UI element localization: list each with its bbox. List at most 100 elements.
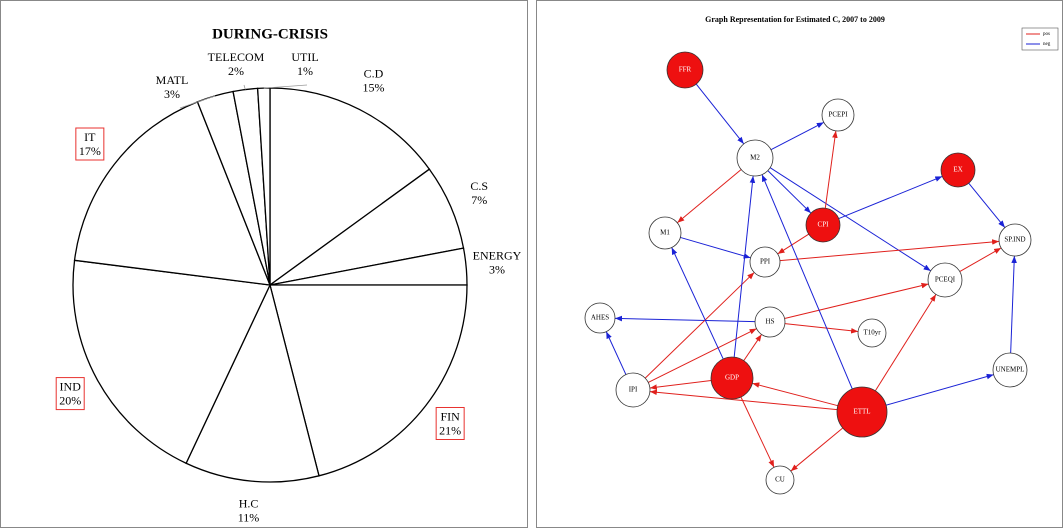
- edge: [824, 130, 838, 209]
- slice-value-label: 17%: [79, 144, 101, 158]
- node-label: CU: [775, 476, 785, 484]
- edge: [605, 331, 627, 375]
- chart-title: DURING-CRISIS: [212, 26, 328, 42]
- edge: [790, 427, 844, 472]
- leader-line: [179, 95, 216, 109]
- edge: [740, 396, 775, 468]
- node: [927, 262, 963, 298]
- edge: [649, 380, 712, 390]
- edge: [648, 328, 757, 383]
- highlight-box: [75, 127, 105, 161]
- node-label: IPI: [629, 386, 638, 394]
- pie-slice: [72, 259, 271, 465]
- edge: [784, 282, 929, 319]
- node-label: UNEMPL: [996, 366, 1025, 374]
- edge: [968, 182, 1006, 228]
- slice-label: FIN: [440, 409, 460, 423]
- edge: [680, 236, 751, 259]
- node-label: CPI: [818, 221, 830, 229]
- node: [584, 302, 616, 334]
- edge: [733, 175, 756, 358]
- edge: [769, 167, 931, 272]
- edge: [649, 389, 838, 411]
- edge: [959, 247, 1002, 272]
- node-label: GDP: [725, 374, 739, 382]
- node-label: PCEQI: [935, 276, 956, 284]
- node-label: T10yr: [863, 329, 881, 337]
- pie-slice: [269, 87, 431, 287]
- slice-value-label: 11%: [238, 511, 260, 525]
- edge: [777, 233, 809, 255]
- edge: [838, 175, 943, 220]
- legend-label: neg: [1043, 42, 1051, 47]
- leader-line: [243, 84, 246, 90]
- node: [648, 216, 682, 250]
- node-label: M2: [750, 154, 760, 162]
- slice-label: ENERGY: [473, 248, 522, 262]
- slice-label: UTIL: [291, 50, 318, 64]
- node-label: M1: [660, 229, 670, 237]
- edge: [743, 334, 762, 361]
- legend-label: pos: [1043, 32, 1050, 37]
- edge: [695, 83, 745, 145]
- pie-slice: [73, 100, 272, 286]
- node: [765, 465, 795, 495]
- edge: [676, 169, 742, 224]
- highlight-box: [55, 377, 85, 411]
- node-label: EX: [953, 166, 962, 174]
- leader-line: [263, 84, 308, 89]
- slice-label: IND: [60, 380, 82, 394]
- node-label: FFR: [679, 66, 692, 74]
- node: [992, 352, 1028, 388]
- node: [836, 386, 888, 438]
- node: [998, 223, 1032, 257]
- node: [710, 356, 754, 400]
- slice-label: H.C: [239, 497, 259, 511]
- graph-title: Graph Representation for Estimated C, 20…: [705, 15, 885, 24]
- slice-value-label: 3%: [164, 87, 180, 101]
- slice-value-label: 20%: [59, 394, 81, 408]
- edge: [874, 294, 937, 392]
- edge: [779, 239, 1000, 262]
- pie-slice: [185, 283, 320, 483]
- edge: [885, 373, 994, 406]
- node: [940, 152, 976, 188]
- node-label: PCEPI: [828, 111, 848, 119]
- slice-label: C.S: [470, 179, 488, 193]
- edge: [644, 272, 755, 379]
- node-label: HS: [766, 318, 775, 326]
- edge: [1010, 255, 1017, 354]
- node-label: SP.IND: [1004, 236, 1025, 244]
- pie-slice: [269, 284, 468, 477]
- highlight-box: [435, 406, 465, 440]
- legend-box: [1021, 27, 1059, 51]
- edge: [614, 315, 756, 323]
- slice-label: IT: [84, 130, 96, 144]
- node: [736, 139, 774, 177]
- slice-label: C.D: [364, 67, 384, 81]
- node: [615, 372, 651, 408]
- slice-label: TELECOM: [208, 50, 265, 64]
- slice-label: MATL: [156, 73, 189, 87]
- node-label: PPI: [760, 258, 771, 266]
- node: [857, 318, 887, 348]
- node: [805, 207, 841, 243]
- node: [666, 51, 704, 89]
- slice-value-label: 2%: [228, 64, 244, 78]
- edge: [767, 170, 812, 214]
- slice-value-label: 21%: [439, 423, 461, 437]
- edge: [752, 382, 838, 407]
- node: [821, 98, 855, 132]
- slice-value-label: 15%: [363, 81, 385, 95]
- edge: [761, 174, 853, 390]
- slice-value-label: 7%: [471, 193, 487, 207]
- node: [749, 246, 781, 278]
- node-label: ETTL: [853, 408, 870, 416]
- node: [754, 306, 786, 338]
- node-label: AHES: [591, 314, 609, 322]
- slice-value-label: 1%: [297, 64, 313, 78]
- edge: [784, 323, 859, 334]
- slice-value-label: 3%: [489, 262, 505, 276]
- edge: [770, 121, 825, 151]
